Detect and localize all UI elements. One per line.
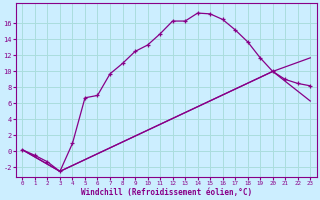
X-axis label: Windchill (Refroidissement éolien,°C): Windchill (Refroidissement éolien,°C): [81, 188, 252, 197]
